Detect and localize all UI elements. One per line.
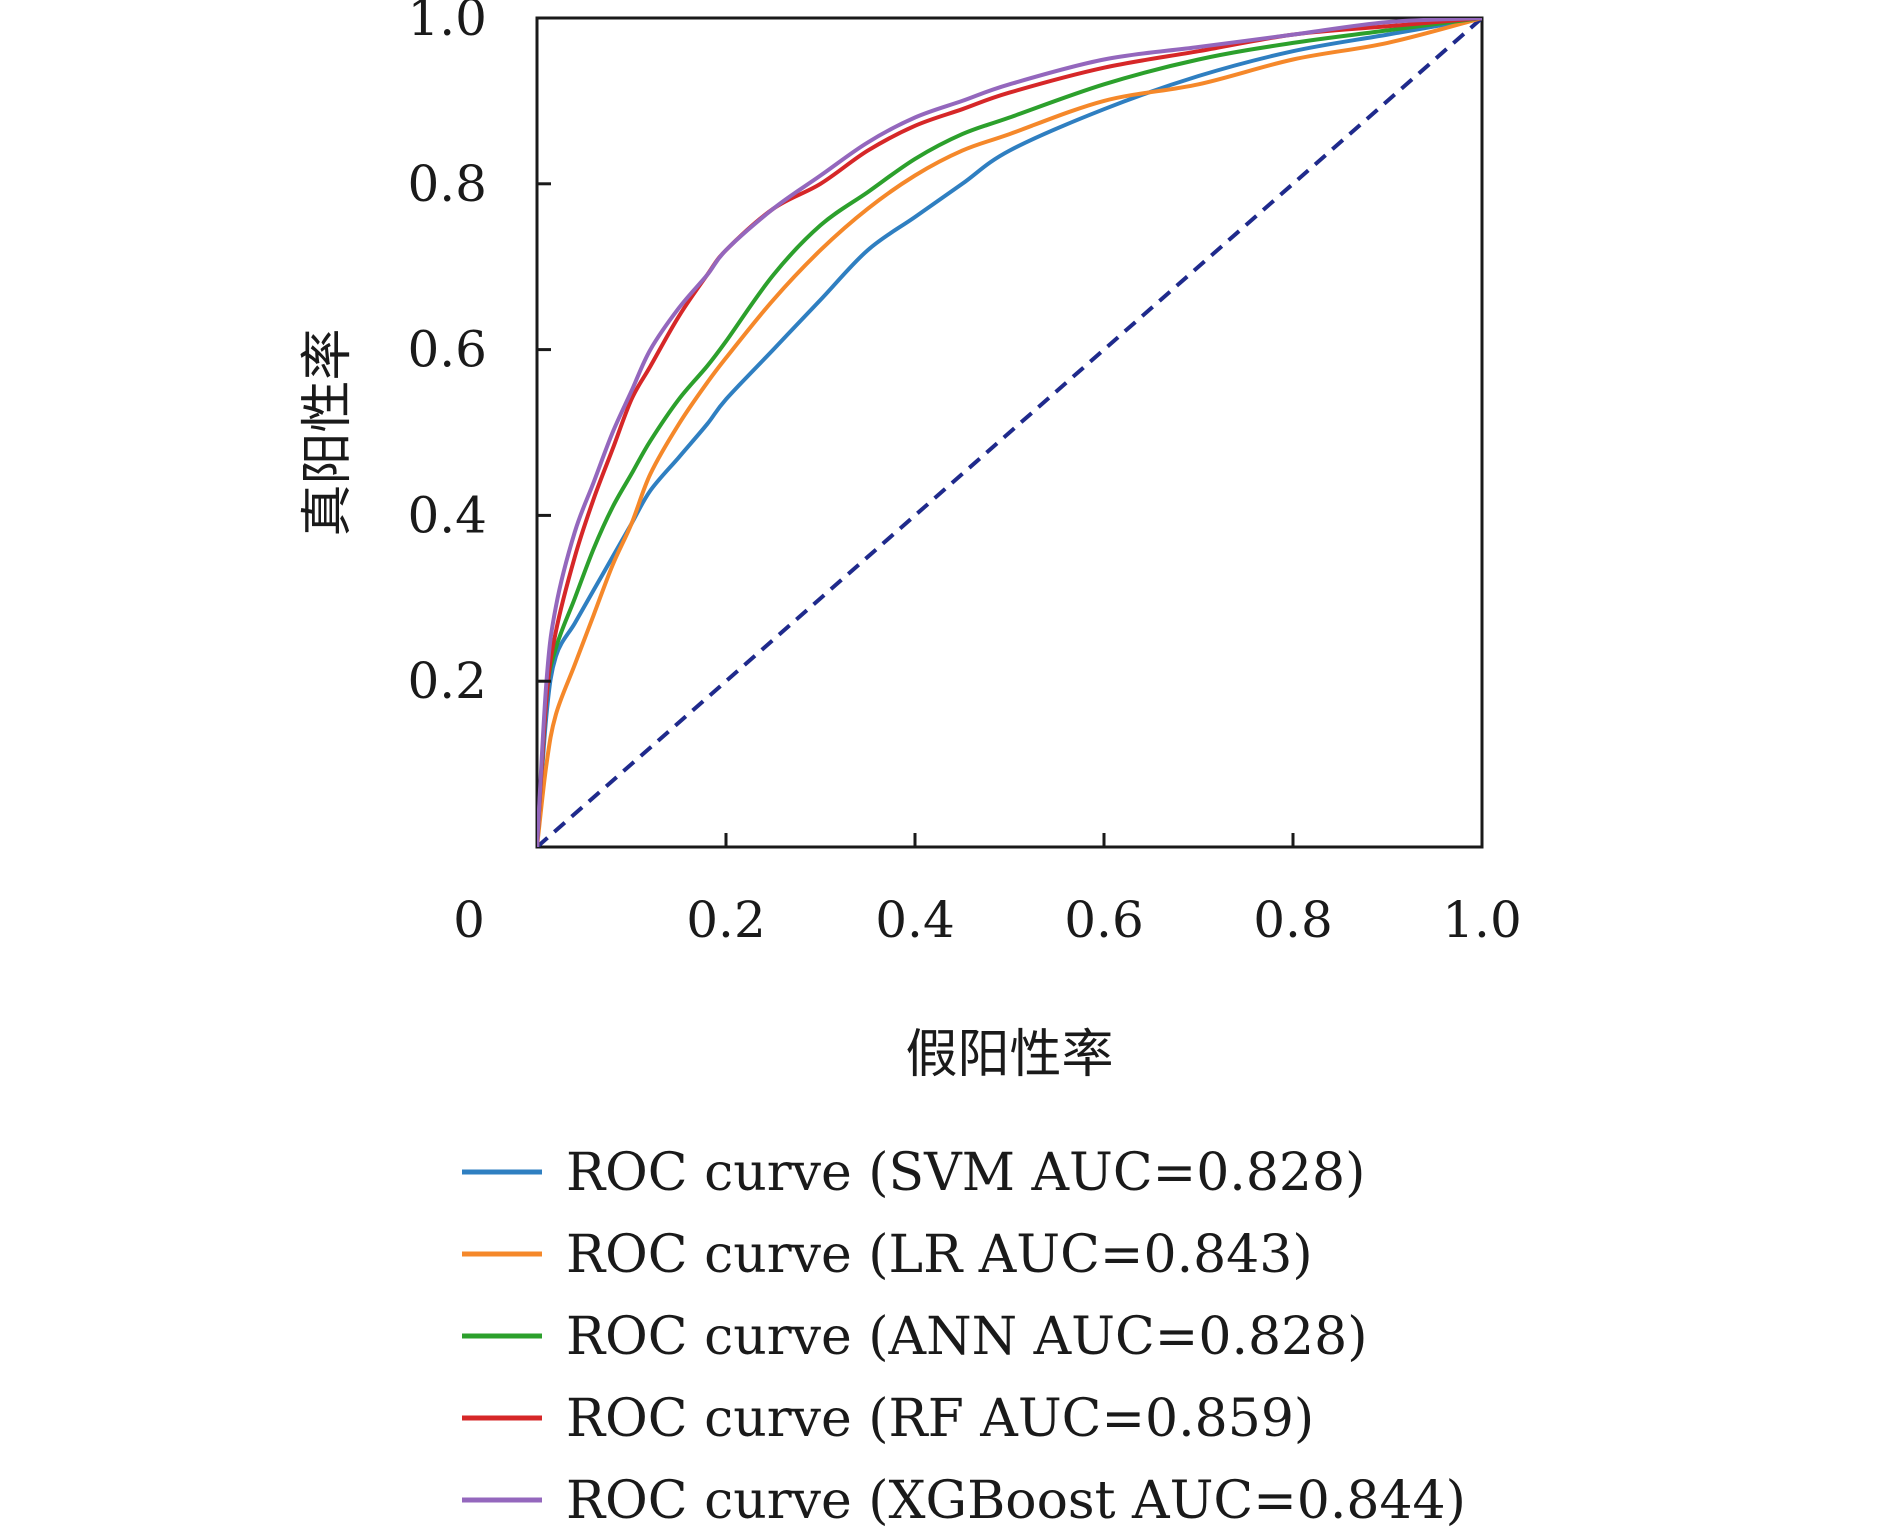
plot-area: [535, 16, 1484, 849]
x-tick-label: 0.6: [1064, 891, 1144, 949]
legend-label-0: ROC curve (SVM AUC=0.828): [566, 1143, 1365, 1203]
plot-frame: [535, 16, 1484, 849]
series-line-0: [537, 18, 1482, 847]
x-tick-label: 1.0: [1442, 891, 1522, 949]
y-tick-label: 1.0: [407, 0, 487, 47]
y-tick-label: 0.6: [407, 321, 487, 379]
ticks-group: [537, 182, 1295, 847]
series-line-2: [537, 18, 1482, 847]
series-line-4: [537, 18, 1482, 847]
y-tick-label: 0.8: [407, 155, 487, 213]
x-tick-label: 0.8: [1253, 891, 1333, 949]
x-tick-label: 0.2: [686, 891, 766, 949]
legend-label-3: ROC curve (RF AUC=0.859): [566, 1389, 1314, 1449]
x-tick-label: 0: [453, 891, 485, 949]
y-axis-title: 真阳性率: [298, 328, 358, 536]
curves-group: [537, 18, 1482, 847]
y-tick-label: 0.4: [407, 486, 487, 544]
legend-label-1: ROC curve (LR AUC=0.843): [566, 1225, 1313, 1285]
x-axis-title: 假阳性率: [905, 1025, 1113, 1085]
reference-diagonal-line: [537, 18, 1482, 847]
legend: ROC curve (SVM AUC=0.828) ROC curve (LR A…: [462, 1143, 1466, 1531]
legend-label-4: ROC curve (XGBoost AUC=0.844): [566, 1471, 1466, 1531]
y-tick-label: 0.2: [407, 652, 487, 710]
series-line-1: [537, 18, 1482, 847]
x-tick-label: 0.4: [875, 891, 955, 949]
legend-label-2: ROC curve (ANN AUC=0.828): [566, 1307, 1368, 1367]
